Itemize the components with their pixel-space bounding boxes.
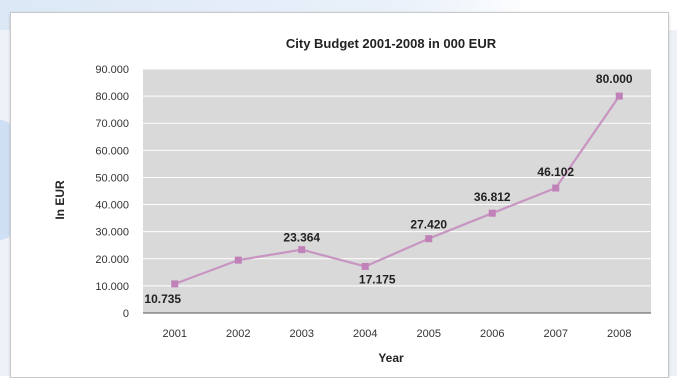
data-label: 17.175 [359, 272, 396, 286]
y-tick-label: 40.000 [95, 200, 129, 212]
data-label: 80.000 [596, 72, 633, 86]
y-tick-label: 70.000 [95, 118, 129, 130]
data-point [615, 92, 623, 100]
data-point [234, 256, 242, 264]
x-tick-label: 2005 [417, 328, 441, 340]
data-label: 46.102 [537, 165, 574, 179]
line-chart: City Budget 2001-2008 in 000 EUR In EUR … [53, 36, 651, 365]
background-band-right [520, 0, 677, 12]
x-axis-label: Year [378, 351, 404, 365]
chart-title: City Budget 2001-2008 in 000 EUR [286, 36, 497, 51]
y-tick-label: 60.000 [95, 145, 129, 157]
x-tick-label: 2007 [544, 328, 568, 340]
data-label: 27.420 [410, 218, 447, 232]
y-tick-label: 30.000 [95, 227, 129, 239]
data-point [361, 262, 369, 270]
data-label: 10.735 [144, 292, 181, 306]
data-point [488, 209, 496, 217]
x-tick-label: 2004 [353, 328, 377, 340]
y-tick-label: 80.000 [95, 91, 129, 103]
series-line [174, 95, 621, 285]
y-tick-label: 10.000 [95, 281, 129, 293]
data-point [171, 280, 179, 288]
data-point [425, 235, 433, 243]
y-tick-label: 90.000 [95, 64, 129, 76]
data-point [298, 246, 306, 254]
y-tick-label: 0 [123, 308, 129, 320]
y-axis-label: In EUR [53, 180, 67, 220]
data-label: 36.812 [474, 190, 511, 204]
x-tick-label: 2001 [163, 328, 187, 340]
data-label: 23.364 [283, 231, 320, 245]
data-point [552, 184, 560, 192]
x-tick-label: 2003 [290, 328, 314, 340]
chart-card: City Budget 2001-2008 in 000 EUR In EUR … [10, 12, 669, 378]
y-tick-label: 20.000 [95, 254, 129, 266]
plot-background [143, 69, 651, 313]
plot-area: 0 10.000 20.000 30.000 40.000 50.000 60.000 70.… [95, 64, 651, 340]
x-tick-label: 2008 [607, 328, 631, 340]
x-tick-label: 2002 [226, 328, 250, 340]
y-tick-label: 50.000 [95, 172, 129, 184]
x-tick-label: 2006 [480, 328, 504, 340]
